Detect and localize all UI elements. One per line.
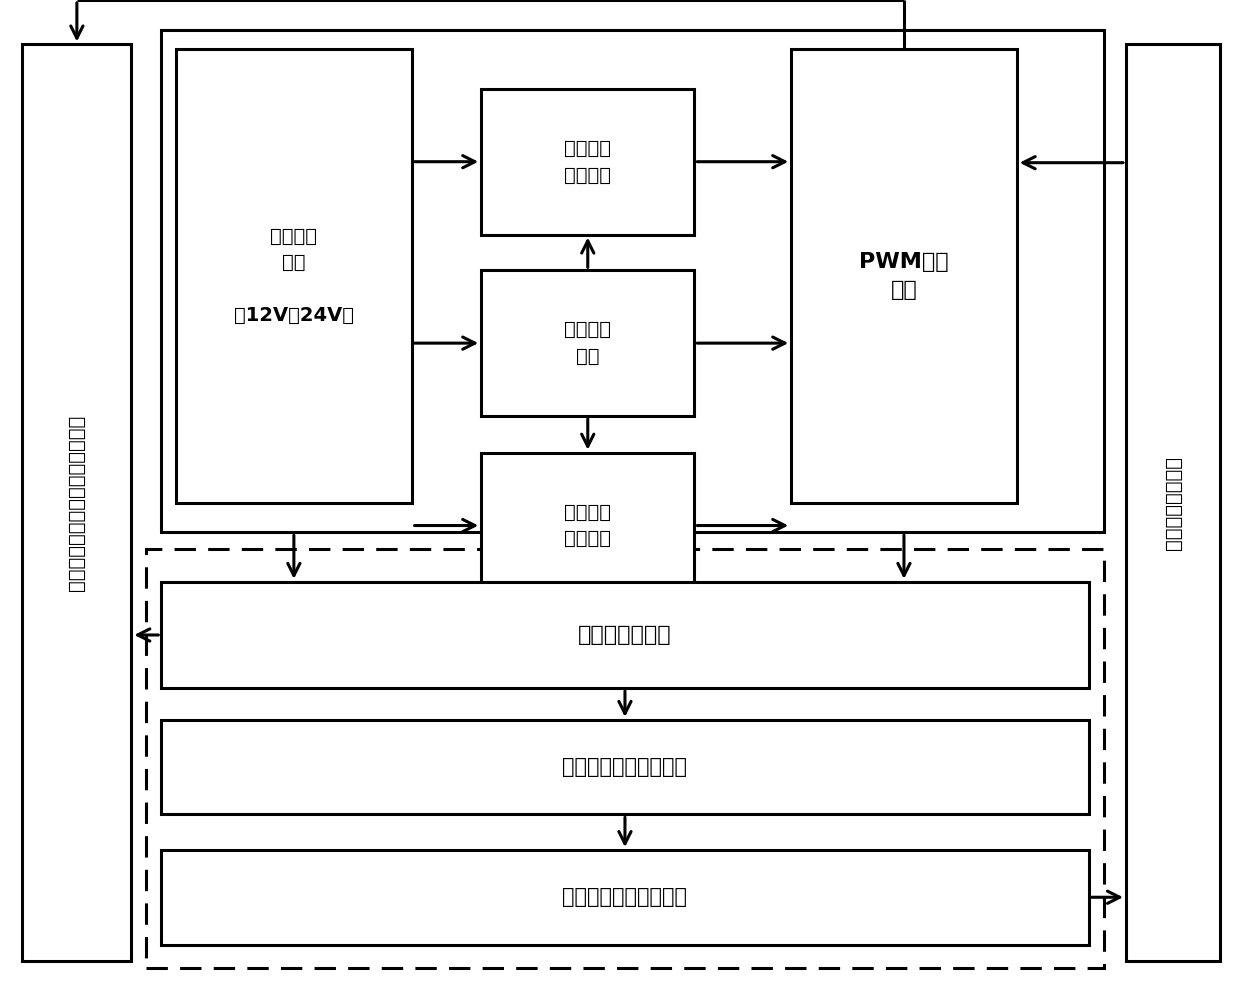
Text: 推挽式升压拓扑: 推挽式升压拓扑 (578, 625, 672, 645)
Text: PWM调控
电路: PWM调控 电路 (859, 252, 949, 300)
Bar (161, 30, 1104, 532)
Text: 自动频率
切换电路: 自动频率 切换电路 (564, 503, 611, 548)
Text: 晶体开关管导通压降过流保护电路: 晶体开关管导通压降过流保护电路 (67, 415, 87, 591)
Bar (161, 582, 1089, 688)
Bar (791, 49, 1017, 503)
Text: 低压电源
输入

（12V或24V）: 低压电源 输入 （12V或24V） (234, 227, 353, 325)
Text: 电位逻辑
保护电路: 电位逻辑 保护电路 (564, 139, 611, 184)
Bar (161, 850, 1089, 945)
Text: 辅助电源
电路: 辅助电源 电路 (564, 320, 611, 366)
Bar (481, 89, 694, 235)
Text: 升压输出整流滤波电路: 升压输出整流滤波电路 (563, 887, 687, 907)
Bar (146, 549, 1104, 968)
Bar (481, 270, 694, 416)
Bar (161, 720, 1089, 814)
Text: 输出过压保护电路: 输出过压保护电路 (1163, 456, 1183, 550)
Bar (22, 44, 131, 961)
Text: 输出恒压自动切换电路: 输出恒压自动切换电路 (563, 757, 687, 777)
Bar (1126, 44, 1220, 961)
Bar (481, 453, 694, 599)
Bar (176, 49, 412, 503)
